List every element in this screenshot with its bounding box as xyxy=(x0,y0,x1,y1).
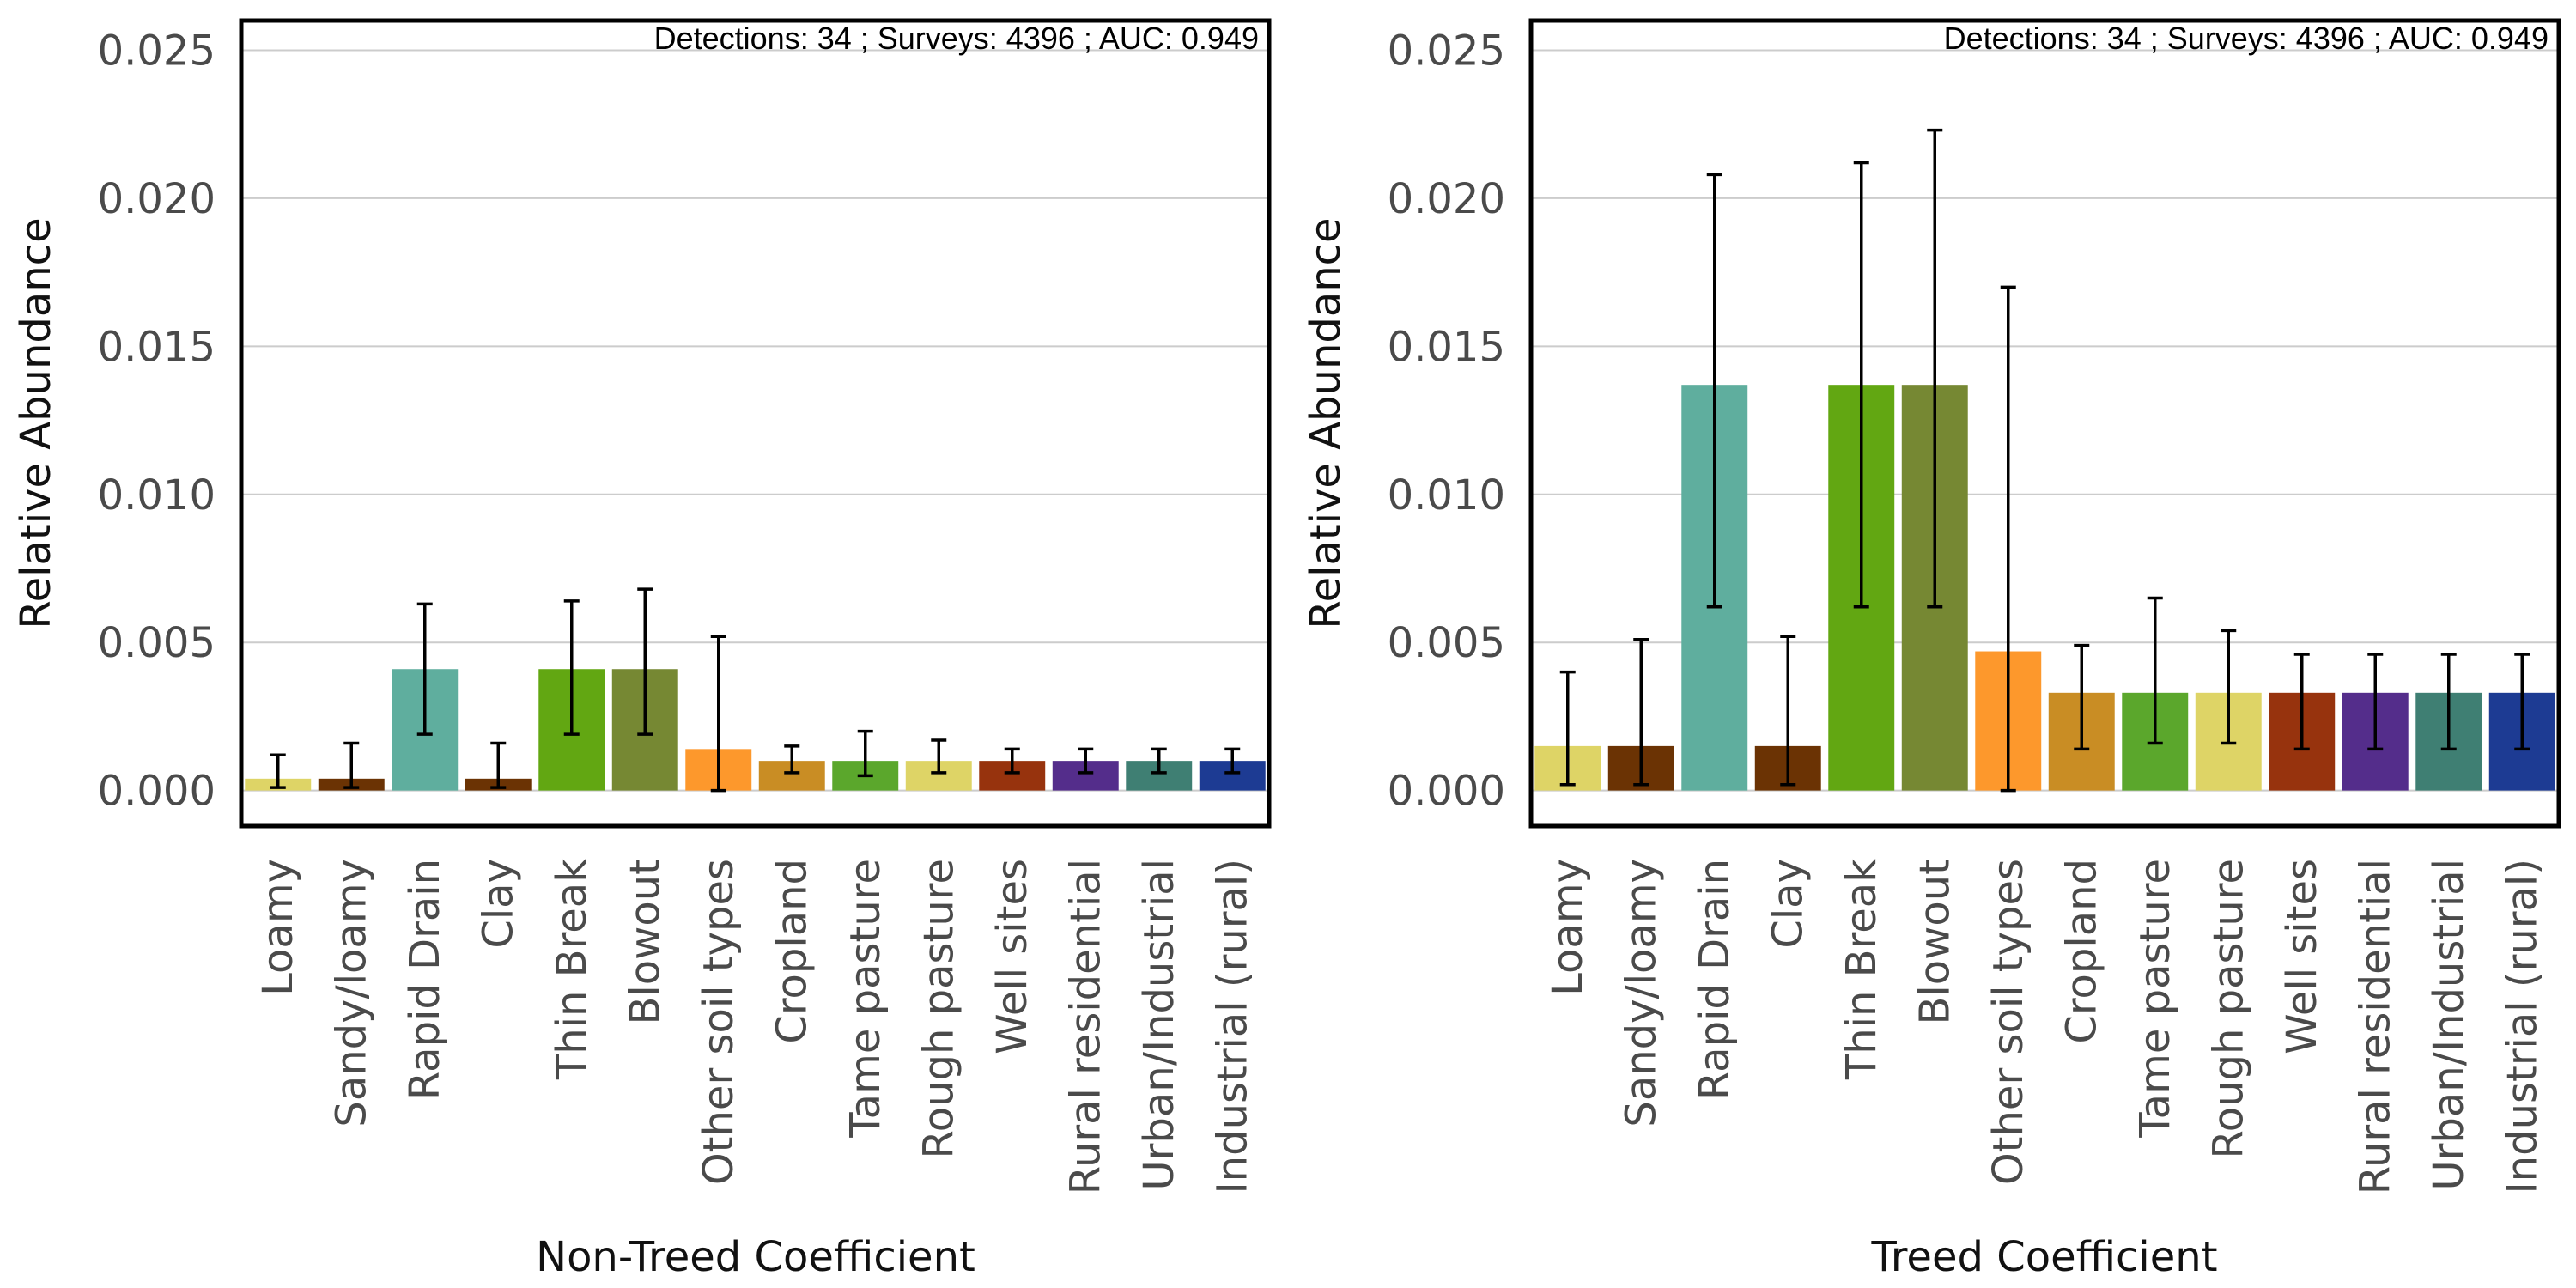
error-bar xyxy=(2221,629,2237,745)
error-bar xyxy=(1927,128,1943,609)
category-label: Well sites xyxy=(2278,859,2326,1054)
y-tick-label: 0.025 xyxy=(1388,27,1505,75)
category-label: Sandy/loamy xyxy=(1617,859,1665,1127)
treed-panel: 0.000 0.005 0.010 0.015 0.020 0.025 Loamy Sandy… xyxy=(1302,18,2561,1281)
error-bar xyxy=(1706,173,1722,609)
y-tick-label: 0.010 xyxy=(1388,471,1505,519)
y-tick-label: 0.005 xyxy=(98,619,216,667)
error-bar xyxy=(1559,670,1576,787)
error-bar xyxy=(2293,653,2310,751)
y-axis-title: Relative Abundance xyxy=(1302,217,1350,629)
y-tick-label: 0.015 xyxy=(1388,323,1505,371)
error-bar xyxy=(637,587,653,736)
x-axis-title: Non-Treed Coefficient xyxy=(536,1233,975,1281)
error-bar xyxy=(2074,643,2090,751)
stats-annotation: Detections: 34 ; Surveys: 4396 ; AUC: 0.… xyxy=(1944,21,2549,56)
error-bar xyxy=(1004,747,1020,775)
category-label: Cropland xyxy=(2057,859,2105,1044)
category-label: Rapid Drain xyxy=(1691,859,1739,1100)
category-label: Clay xyxy=(1764,859,1812,949)
category-label: Rough pasture xyxy=(914,859,963,1158)
error-bar xyxy=(1078,747,1094,775)
category-label: Blowout xyxy=(1911,859,1959,1025)
y-tick-label: 0.020 xyxy=(1388,175,1505,223)
category-label: Sandy/loamy xyxy=(327,859,375,1127)
y-tick-label: 0.000 xyxy=(1388,768,1505,816)
y-tick-label: 0.025 xyxy=(98,27,216,75)
category-label: Urban/Industrial xyxy=(1135,859,1183,1190)
error-bar xyxy=(2147,596,2163,745)
error-bar xyxy=(857,729,873,778)
plot-frame xyxy=(1528,18,2561,829)
category-label: Thin Break xyxy=(548,859,596,1080)
error-bar xyxy=(931,738,947,775)
error-bar xyxy=(1151,747,1167,775)
error-bar xyxy=(1780,635,1796,787)
non-treed-panel: 0.000 0.005 0.010 0.015 0.020 0.025 Loamy Sandy… xyxy=(12,18,1272,1281)
error-bar xyxy=(343,741,360,789)
error-bar xyxy=(1633,637,1649,787)
error-bar xyxy=(2514,653,2530,751)
category-label: Rapid Drain xyxy=(401,859,449,1100)
error-bar xyxy=(710,635,726,793)
error-bar xyxy=(2367,653,2384,751)
category-label: Well sites xyxy=(988,859,1036,1054)
category-label: Blowout xyxy=(621,859,669,1025)
category-label: Loamy xyxy=(254,859,302,996)
category-label: Industrial (rural) xyxy=(2498,859,2546,1194)
y-tick-label: 0.005 xyxy=(1388,619,1505,667)
category-label: Loamy xyxy=(1544,859,1592,996)
category-label: Tame pasture xyxy=(2131,859,2179,1139)
category-label: Urban/Industrial xyxy=(2425,859,2473,1190)
y-tick-label: 0.015 xyxy=(98,323,216,371)
category-label: Industrial (rural) xyxy=(1208,859,1256,1194)
x-axis-title: Treed Coefficient xyxy=(1870,1233,2217,1281)
error-bar xyxy=(2000,285,2016,793)
error-bar xyxy=(563,599,580,736)
error-bar xyxy=(416,602,433,736)
plot-frame xyxy=(239,18,1272,829)
y-axis-title: Relative Abundance xyxy=(12,217,60,629)
category-label: Clay xyxy=(474,859,522,949)
category-label: Thin Break xyxy=(1838,859,1886,1080)
error-bar xyxy=(490,741,507,789)
error-bar xyxy=(2440,653,2457,751)
category-label: Other soil types xyxy=(1984,859,2032,1185)
category-label: Rural residential xyxy=(2351,859,2399,1194)
y-tick-label: 0.020 xyxy=(98,175,216,223)
category-label: Rural residential xyxy=(1061,859,1109,1194)
category-label: Other soil types xyxy=(695,859,743,1185)
error-bar xyxy=(1853,161,1869,609)
category-label: Cropland xyxy=(768,859,816,1044)
category-label: Rough pasture xyxy=(2204,859,2252,1158)
error-bar xyxy=(1224,747,1241,775)
y-tick-label: 0.000 xyxy=(98,768,216,816)
y-tick-label: 0.010 xyxy=(98,471,216,519)
error-bar xyxy=(270,753,286,789)
error-bar xyxy=(784,744,800,775)
category-label: Tame pasture xyxy=(841,859,890,1139)
stats-annotation: Detections: 34 ; Surveys: 4396 ; AUC: 0.… xyxy=(654,21,1259,56)
